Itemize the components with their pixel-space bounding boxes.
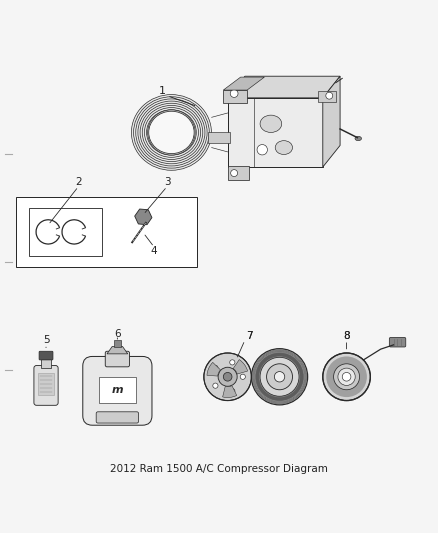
Circle shape [260, 357, 299, 396]
Circle shape [255, 352, 304, 401]
Circle shape [204, 353, 251, 401]
Ellipse shape [148, 110, 195, 155]
Ellipse shape [149, 111, 194, 154]
Bar [228, 166, 249, 180]
FancyBboxPatch shape [105, 351, 130, 367]
Text: 2012 Ram 1500 A/C Compressor Diagram: 2012 Ram 1500 A/C Compressor Diagram [110, 464, 328, 474]
FancyBboxPatch shape [39, 351, 53, 360]
Text: 6: 6 [114, 328, 121, 338]
Polygon shape [323, 76, 340, 167]
Circle shape [223, 373, 232, 381]
Text: 8: 8 [343, 330, 350, 341]
Circle shape [334, 364, 360, 390]
Circle shape [274, 372, 285, 382]
Circle shape [218, 367, 237, 386]
Bar [29, 208, 102, 256]
Circle shape [230, 360, 235, 365]
Text: 7: 7 [246, 330, 253, 341]
Ellipse shape [154, 116, 189, 149]
Text: 4: 4 [151, 246, 157, 256]
Ellipse shape [260, 115, 282, 132]
Polygon shape [223, 77, 265, 90]
Circle shape [230, 90, 238, 98]
FancyBboxPatch shape [96, 412, 138, 423]
FancyBboxPatch shape [83, 357, 152, 425]
Circle shape [267, 364, 293, 390]
Polygon shape [228, 76, 340, 98]
Bar [16, 197, 198, 266]
Circle shape [251, 349, 307, 405]
Circle shape [342, 373, 351, 381]
Bar [99, 377, 135, 403]
Circle shape [326, 357, 367, 397]
Text: m: m [112, 385, 123, 395]
Wedge shape [233, 360, 247, 374]
Text: 2: 2 [75, 177, 82, 187]
Polygon shape [107, 346, 128, 354]
Circle shape [240, 374, 245, 379]
Ellipse shape [275, 141, 293, 155]
Text: 7: 7 [246, 330, 253, 341]
Circle shape [326, 92, 333, 99]
Circle shape [213, 365, 218, 370]
FancyBboxPatch shape [389, 337, 406, 347]
Circle shape [338, 368, 355, 385]
Circle shape [213, 383, 218, 388]
Wedge shape [207, 362, 220, 376]
Wedge shape [223, 386, 237, 398]
FancyBboxPatch shape [34, 366, 58, 405]
Text: 1: 1 [159, 86, 166, 96]
Text: 5: 5 [43, 335, 49, 345]
Text: 8: 8 [343, 330, 350, 341]
Bar [208, 132, 230, 143]
Bar [38, 373, 54, 395]
Bar [41, 359, 51, 368]
Circle shape [230, 389, 235, 394]
Bar [223, 90, 247, 103]
Bar [318, 91, 336, 102]
Ellipse shape [131, 94, 212, 170]
Ellipse shape [355, 136, 361, 141]
Circle shape [257, 144, 268, 155]
Text: 3: 3 [164, 177, 170, 187]
Bar [228, 98, 323, 167]
Bar [114, 340, 121, 347]
Ellipse shape [161, 122, 182, 143]
Circle shape [231, 169, 237, 176]
Circle shape [323, 353, 371, 401]
